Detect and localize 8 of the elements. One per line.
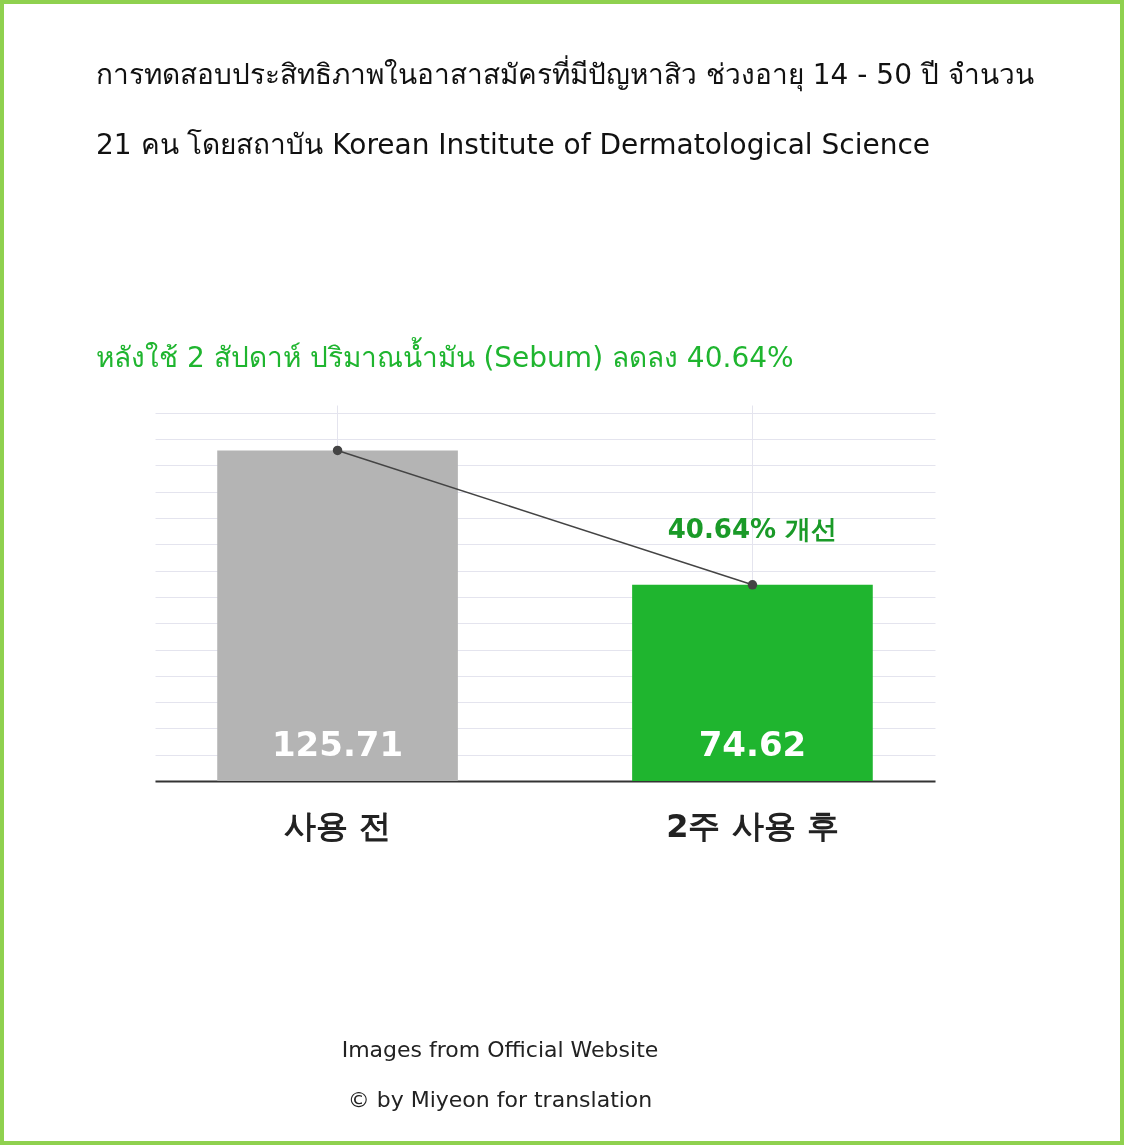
x-tick-label: 2주 사용 후 [666,806,839,845]
data-label: 74.62 [698,724,807,764]
text: © by Miyeon for translation [346,1086,654,1114]
annotation: 40.64% 개선 [667,513,838,544]
x-tick-label: 사용 전 [283,806,392,845]
chart-subtitle: หลังใช้ 2 สัปดาห์ ปริมาณน้ำมัน (Sebum) ลดลง 40.64% [96,336,795,376]
text: Images from Official Website [340,1036,660,1064]
data-label: 125.71 [271,724,404,764]
